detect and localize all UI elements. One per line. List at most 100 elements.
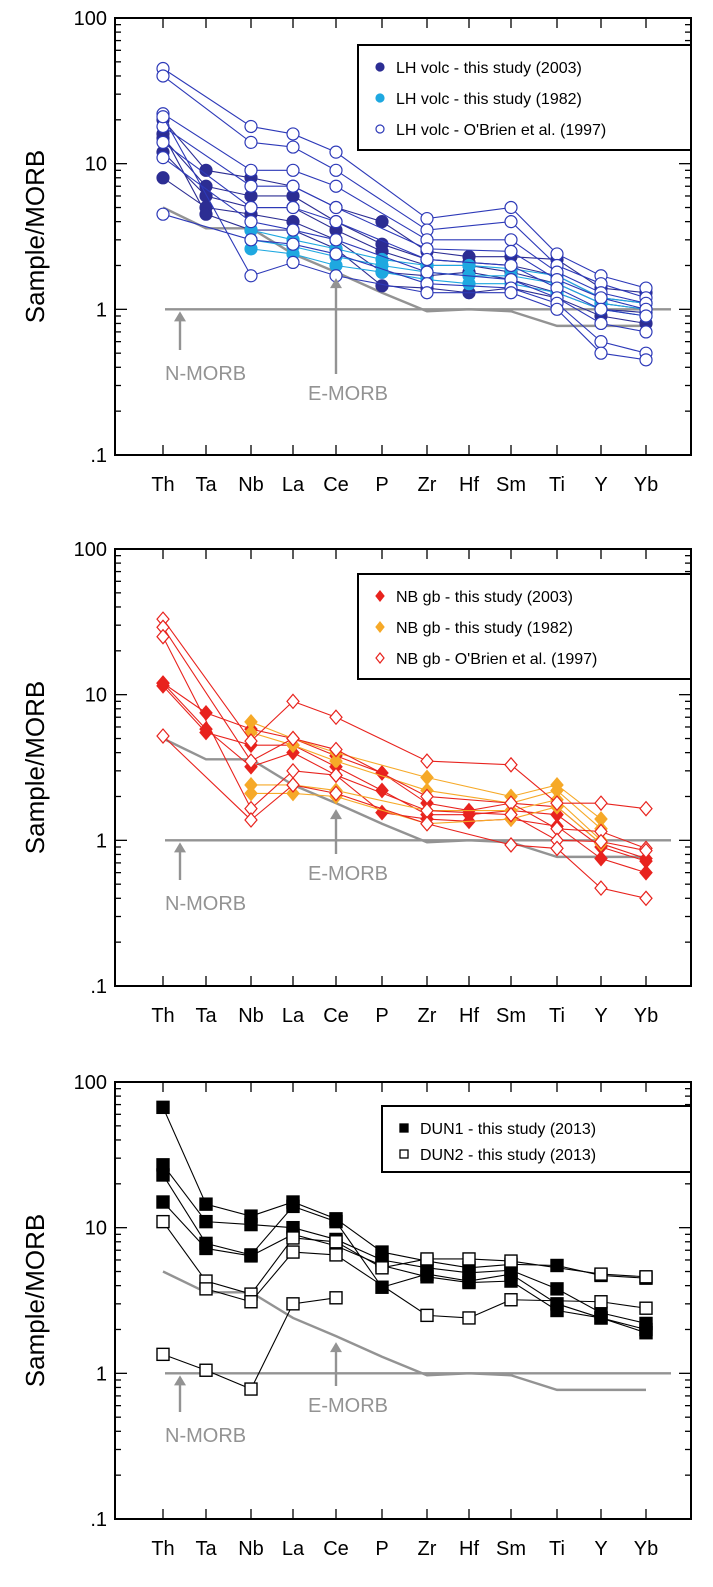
e-morb-arrow-head (330, 278, 342, 289)
x-tick-label: Ta (195, 1538, 217, 1560)
data-point (286, 762, 300, 779)
x-tick-label: Ti (549, 474, 565, 496)
data-point (286, 255, 300, 269)
data-series (156, 1291, 343, 1396)
data-point (286, 1297, 300, 1311)
series-line (162, 1174, 647, 1331)
data-series (156, 1214, 653, 1301)
data-series (156, 171, 653, 320)
legend-label: NB gb - O'Brien et al. (1997) (396, 651, 597, 668)
data-point (375, 265, 389, 279)
data-point (156, 1214, 170, 1229)
legend: DUN1 - this study (2013) DUN2 - this stud… (381, 1105, 692, 1173)
data-point (244, 200, 258, 215)
x-tick-label: Ce (323, 1538, 349, 1560)
data-point (329, 1214, 343, 1229)
data-point (244, 1382, 258, 1396)
data-point (594, 316, 608, 331)
y-tick-label: 1 (96, 830, 107, 852)
x-tick-label: Y (594, 1538, 607, 1560)
series-line (162, 1221, 647, 1295)
x-tick-label: Nb (238, 1538, 264, 1560)
data-point (420, 1308, 434, 1323)
data-point (199, 1241, 213, 1256)
series-line (162, 1297, 337, 1390)
data-point (286, 730, 300, 747)
series-line (162, 177, 647, 314)
data-point (329, 163, 343, 177)
e-morb-label: E-MORB (308, 1395, 388, 1417)
series-line (162, 119, 647, 294)
data-point (244, 269, 258, 283)
data-point (286, 1231, 300, 1245)
e-morb-label: E-MORB (308, 863, 388, 885)
legend-marker (375, 590, 385, 602)
data-point (639, 1326, 653, 1340)
data-point (156, 151, 170, 165)
data-point (199, 1363, 213, 1377)
data-point (156, 69, 170, 83)
x-tick-label: Ti (549, 1005, 565, 1027)
legend-label: DUN1 - this study (2013) (420, 1121, 596, 1138)
x-tick-label: La (282, 474, 305, 496)
x-tick-label: La (282, 1005, 305, 1027)
data-point (639, 890, 653, 907)
data-point (639, 309, 653, 323)
data-point (504, 244, 518, 258)
x-tick-label: Hf (459, 1005, 479, 1027)
data-point (594, 335, 608, 349)
n-morb-arrow-head (174, 842, 186, 853)
data-point (594, 1295, 608, 1309)
data-point (286, 1245, 300, 1259)
legend-box (357, 44, 692, 151)
legend-marker (375, 124, 385, 134)
data-point (639, 842, 653, 859)
data-point (244, 163, 258, 177)
e-morb-arrow-head (330, 1342, 342, 1353)
x-tick-label: Y (594, 1005, 607, 1027)
legend-marker (375, 62, 385, 72)
data-point (639, 325, 653, 339)
n-morb-arrow-head (174, 1375, 186, 1386)
data-point (244, 215, 258, 229)
y-tick-label: 100 (74, 539, 107, 561)
data-series (156, 151, 653, 339)
data-point (156, 728, 170, 744)
data-point (329, 1248, 343, 1262)
data-point (504, 1274, 518, 1288)
data-point (639, 353, 653, 367)
data-point (639, 1270, 653, 1284)
series-line (162, 685, 647, 862)
chart-panel-1: Sample/MORB .1 1 10 100 Th Ta Nb La Ce P Zr Hf Sm Ti Y Y… (20, 8, 692, 496)
y-tick-label: .1 (90, 445, 107, 467)
data-point (244, 179, 258, 193)
series-line (162, 1201, 647, 1334)
data-point (286, 163, 300, 177)
x-tick-label: P (375, 1005, 388, 1027)
data-point (199, 1282, 213, 1296)
data-point (504, 806, 518, 823)
data-series (156, 135, 653, 323)
data-series (156, 110, 653, 367)
data-point (329, 247, 343, 261)
data-point (329, 785, 343, 802)
data-point (462, 1275, 476, 1290)
data-series (156, 207, 653, 360)
x-tick-label: Nb (238, 1005, 264, 1027)
e-morb-arrow-head (330, 809, 342, 820)
series-line (162, 1107, 647, 1279)
x-tick-label: Sm (496, 1538, 526, 1560)
legend-marker (375, 652, 385, 664)
x-tick-label: Zr (418, 474, 437, 496)
data-point (329, 233, 343, 247)
data-point (329, 741, 343, 758)
data-point (420, 1270, 434, 1284)
n-morb-label: N-MORB (165, 363, 246, 385)
reference-line-e-morb (162, 206, 646, 328)
data-point (244, 119, 258, 134)
data-series (156, 107, 653, 310)
plot-frame (114, 1081, 692, 1520)
x-tick-label: Hf (459, 474, 479, 496)
data-point (375, 1261, 389, 1275)
x-tick-label: Yb (634, 1538, 658, 1560)
